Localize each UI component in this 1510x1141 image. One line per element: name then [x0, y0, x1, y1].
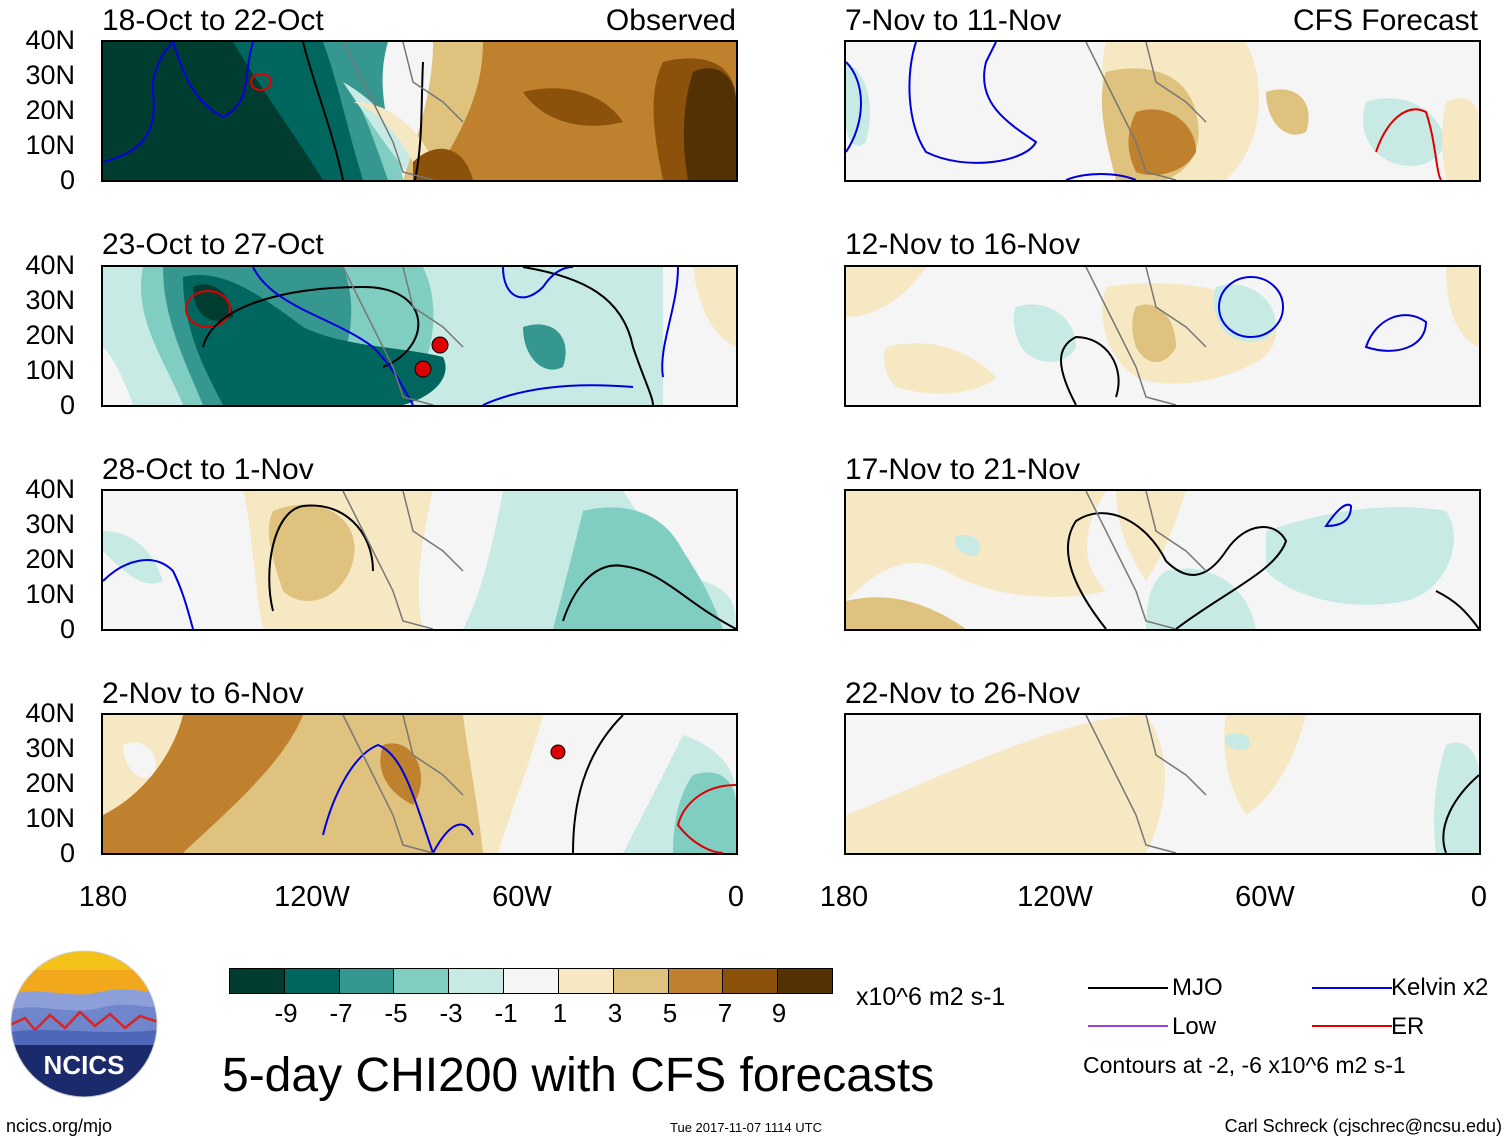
colorbar-tick: 3	[607, 998, 623, 1028]
lat-label: 40N	[25, 698, 75, 728]
anomaly-map	[846, 42, 1479, 180]
colorbar-units: x10^6 m2 s-1	[856, 983, 1006, 1011]
anomaly-map	[846, 267, 1479, 405]
lon-label: 0	[727, 881, 745, 913]
footer-author: Carl Schreck (cjschrec@ncsu.edu)	[1224, 1116, 1502, 1136]
lat-label: 10N	[25, 355, 75, 385]
lon-label: 180	[78, 881, 128, 913]
lat-label: 10N	[25, 803, 75, 833]
map-panel-observed-1	[101, 40, 738, 182]
colorbar-tick: 5	[662, 998, 678, 1028]
lat-label: 30N	[25, 285, 75, 315]
panel-title-3: 28-Oct to 1-Nov	[102, 453, 314, 486]
map-panel-forecast-4	[844, 713, 1481, 855]
panel-title-1: 18-Oct to 22-Oct	[102, 4, 324, 37]
lon-label: 60W	[1235, 881, 1295, 913]
anomaly-map	[846, 491, 1479, 629]
colorbar-swatch	[394, 969, 450, 993]
footer-timestamp: Tue 2017-11-07 1114 UTC	[670, 1120, 822, 1135]
colorbar-swatch	[668, 969, 724, 993]
logo-text: NCICS	[44, 1050, 125, 1080]
lon-label: 0	[1470, 881, 1488, 913]
main-title: 5-day CHI200 with CFS forecasts	[222, 1049, 935, 1102]
lat-label: 20N	[25, 320, 75, 350]
lon-label: 60W	[492, 881, 552, 913]
lat-label: 20N	[25, 95, 75, 125]
lon-label: 180	[819, 881, 869, 913]
anomaly-map	[103, 491, 736, 629]
legend-label-er: ER	[1391, 1013, 1425, 1040]
lat-label: 10N	[25, 130, 75, 160]
anomaly-map	[103, 42, 736, 180]
lat-label: 40N	[25, 250, 75, 280]
map-panel-forecast-1	[844, 40, 1481, 182]
panel-title-4: 2-Nov to 6-Nov	[102, 677, 304, 710]
colorbar-swatch	[778, 969, 832, 993]
colorbar-swatch	[504, 969, 559, 993]
footer-url: ncics.org/mjo	[6, 1116, 113, 1136]
colorbar-swatch	[449, 969, 505, 993]
lat-label: 20N	[25, 544, 75, 574]
map-panel-forecast-3	[844, 489, 1481, 631]
lat-label: 40N	[25, 474, 75, 504]
legend-line-er	[1312, 1025, 1392, 1027]
colorbar-tick: -3	[439, 998, 463, 1028]
colorbar-swatch	[339, 969, 395, 993]
map-panel-forecast-2	[844, 265, 1481, 407]
anomaly-map	[103, 267, 736, 405]
lat-label: 20N	[25, 768, 75, 798]
legend-line-low	[1088, 1025, 1168, 1027]
colorbar	[229, 968, 833, 994]
anomaly-map	[846, 715, 1479, 853]
colorbar-swatch	[723, 969, 779, 993]
panel-title-8: 22-Nov to 26-Nov	[845, 677, 1081, 710]
panel-title-2: 23-Oct to 27-Oct	[102, 228, 324, 261]
lat-label: 0	[59, 838, 75, 868]
lat-label: 0	[59, 390, 75, 420]
colorbar-swatch	[558, 969, 614, 993]
colorbar-tick: -5	[384, 998, 408, 1028]
map-panel-observed-2	[101, 265, 738, 407]
legend-label-kelvin: Kelvin x2	[1391, 974, 1489, 1001]
contour-note: Contours at -2, -6 x10^6 m2 s-1	[1083, 1052, 1406, 1078]
colorbar-tick: -1	[494, 998, 518, 1028]
lat-label: 30N	[25, 733, 75, 763]
legend-label-low: Low	[1172, 1013, 1217, 1040]
colorbar-tick: -7	[329, 998, 353, 1028]
ncics-logo: NCICS	[10, 950, 158, 1098]
colorbar-swatch	[613, 969, 669, 993]
colorbar-tick: 7	[717, 998, 733, 1028]
lon-label: 120W	[1017, 881, 1093, 913]
colorbar-swatch	[230, 969, 285, 993]
map-panel-observed-4	[101, 713, 738, 855]
anomaly-map	[103, 715, 736, 853]
colorbar-tick: -9	[274, 998, 298, 1028]
panel-title-6: 12-Nov to 16-Nov	[845, 228, 1081, 261]
colorbar-swatch	[284, 969, 340, 993]
legend-line-mjo	[1088, 987, 1168, 989]
legend-label-mjo: MJO	[1172, 974, 1223, 1001]
panel-title-7: 17-Nov to 21-Nov	[845, 453, 1081, 486]
colorbar-tick: 1	[552, 998, 568, 1028]
lat-label: 0	[59, 165, 75, 195]
lat-label: 30N	[25, 60, 75, 90]
panel-label-observed: Observed	[605, 4, 736, 37]
lon-label: 120W	[274, 881, 350, 913]
lat-label: 30N	[25, 509, 75, 539]
lat-label: 10N	[25, 579, 75, 609]
colorbar-tick: 9	[771, 998, 787, 1028]
panel-title-5: 7-Nov to 11-Nov	[845, 4, 1062, 37]
map-panel-observed-3	[101, 489, 738, 631]
panel-label-cfs-forecast: CFS Forecast	[1292, 4, 1478, 37]
legend-line-kelvin	[1312, 987, 1392, 989]
lat-label: 40N	[25, 25, 75, 55]
lat-label: 0	[59, 614, 75, 644]
